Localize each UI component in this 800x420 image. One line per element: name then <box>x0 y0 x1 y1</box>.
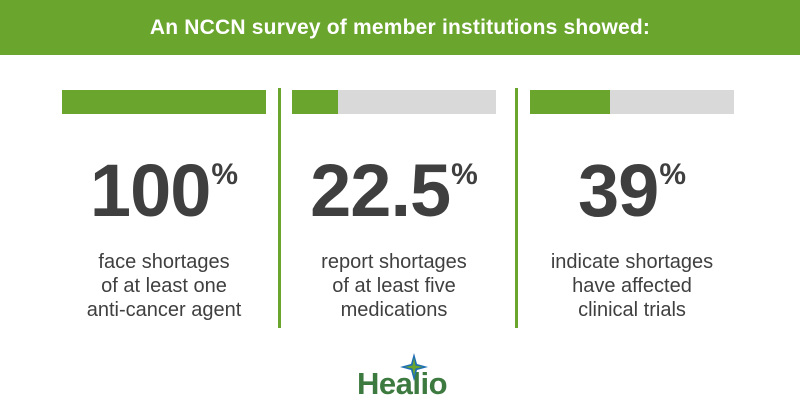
column-divider <box>515 88 518 328</box>
progress-bar <box>530 90 734 114</box>
progress-bar <box>62 90 266 114</box>
progress-bar-fill <box>62 90 266 114</box>
description-line: report shortages <box>321 251 467 273</box>
stat-number: 22.5 <box>310 149 451 232</box>
header-title: An NCCN survey of member institutions sh… <box>149 15 651 39</box>
stat-description: face shortages of at least one anti-canc… <box>62 250 266 322</box>
description-line: have affected <box>572 275 692 297</box>
column-divider <box>278 88 281 328</box>
stat-description: indicate shortages have affected clinica… <box>530 250 734 322</box>
stat-number: 39 <box>578 149 659 232</box>
header-banner: An NCCN survey of member institutions sh… <box>0 0 800 55</box>
stat-column-1: 100 % face shortages of at least one ant… <box>62 90 266 330</box>
progress-bar-fill <box>530 90 610 114</box>
percent-sign: % <box>211 158 239 191</box>
healio-logo: Healio <box>312 353 492 408</box>
progress-bar-fill <box>292 90 338 114</box>
description-line: face shortages <box>98 251 230 273</box>
star-icon <box>400 353 428 381</box>
stat-value: 100 % <box>62 154 266 234</box>
description-line: clinical trials <box>578 299 686 321</box>
description-line: of at least one <box>101 275 227 297</box>
stat-value: 22.5 % <box>292 154 496 234</box>
stat-description: report shortages of at least five medica… <box>292 250 496 322</box>
description-line: indicate shortages <box>550 251 714 273</box>
logo-text: Healio <box>356 366 448 401</box>
description-line: medications <box>340 299 448 321</box>
description-line: of at least five <box>332 275 456 297</box>
percent-sign: % <box>659 158 686 191</box>
description-line: anti-cancer agent <box>86 299 242 321</box>
progress-bar <box>292 90 496 114</box>
stat-column-2: 22.5 % report shortages of at least five… <box>292 90 496 330</box>
stat-number: 100 <box>89 149 211 232</box>
percent-sign: % <box>451 158 478 191</box>
stat-value: 39 % <box>530 154 734 234</box>
stat-column-3: 39 % indicate shortages have affected cl… <box>530 90 734 330</box>
